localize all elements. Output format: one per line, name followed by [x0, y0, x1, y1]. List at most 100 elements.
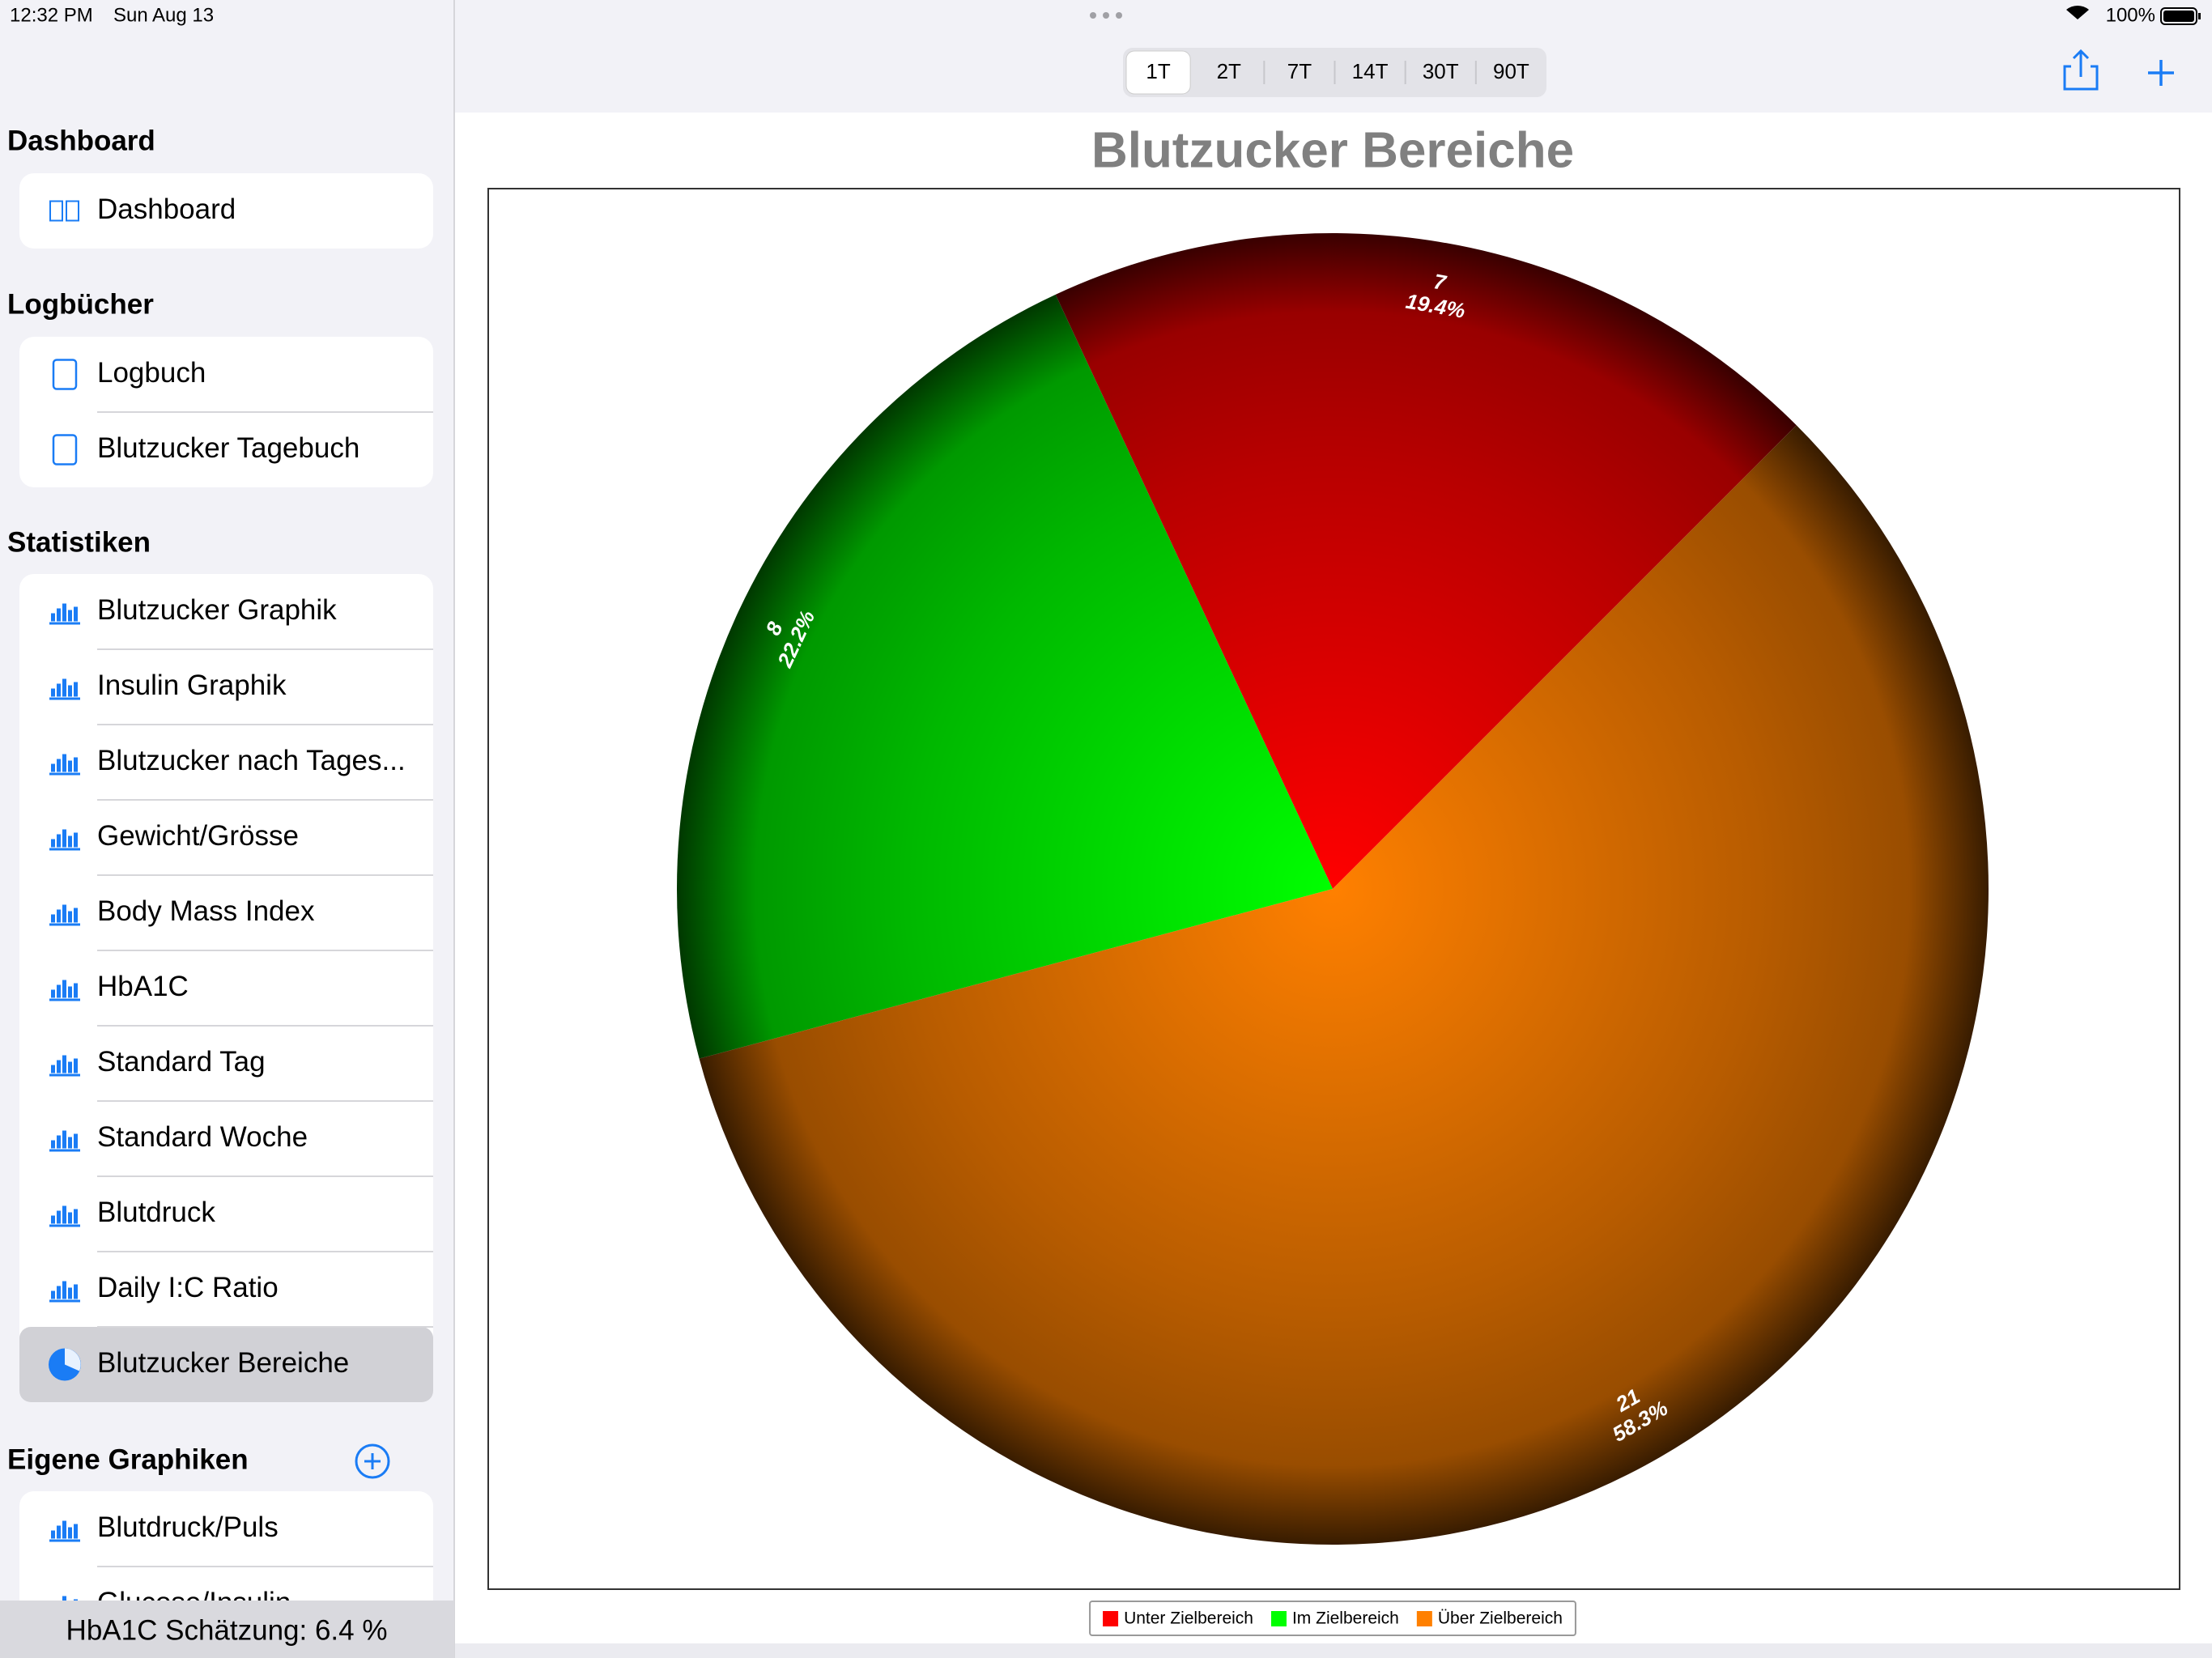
sidebar-item[interactable]: Daily I:C Ratio: [97, 1272, 279, 1303]
icon-part: [51, 914, 55, 923]
icon-part: [68, 610, 72, 622]
icon-part: [74, 983, 78, 998]
icon-part: [68, 986, 72, 998]
icon-part: [62, 1520, 66, 1539]
icon-part: [57, 984, 61, 998]
icon-part: [49, 923, 80, 926]
icon-part: [74, 832, 78, 848]
icon-part: [68, 760, 72, 772]
icon-part: [68, 1527, 72, 1539]
section-header: Logbücher: [7, 288, 154, 320]
icon-part: [57, 1135, 61, 1149]
legend-swatch: [1103, 1611, 1119, 1626]
add-button[interactable]: [2148, 60, 2174, 86]
item-icon: [49, 980, 80, 1001]
pie-slice: [699, 425, 1989, 1545]
segment[interactable]: 90T: [1493, 59, 1529, 83]
sidebar-item[interactable]: Gewicht/Grösse: [97, 820, 299, 852]
item-icon: [49, 1205, 80, 1227]
segment[interactable]: 2T: [1217, 59, 1241, 83]
segment[interactable]: 7T: [1287, 59, 1312, 83]
section-card: [19, 173, 433, 249]
icon-part: [51, 1140, 55, 1149]
item-icon: [49, 1130, 80, 1152]
item-icon: [52, 434, 78, 466]
icon-part: [74, 606, 78, 622]
icon-part: [52, 434, 78, 466]
icon-part: [62, 1130, 66, 1149]
icon-part: [51, 613, 55, 622]
icon-part: [68, 835, 72, 848]
icon-part: [51, 1215, 55, 1224]
segment[interactable]: 1T: [1146, 59, 1170, 83]
legend-swatch: [1270, 1611, 1287, 1626]
icon-part: [52, 359, 78, 390]
icon-part: [49, 1299, 80, 1303]
icon-part: [364, 1453, 381, 1469]
icon-part: [57, 759, 61, 772]
icon-part: [68, 911, 72, 923]
section-header: Dashboard: [7, 125, 155, 156]
item-icon: [49, 1281, 80, 1303]
sidebar-item[interactable]: Blutdruck/Puls: [97, 1511, 279, 1543]
icon-part: [68, 685, 72, 697]
sidebar-item[interactable]: Dashboard: [97, 193, 236, 225]
icon-part: [49, 772, 80, 776]
icon-part: [68, 1061, 72, 1073]
icon-part: [49, 1224, 80, 1227]
item-icon: [49, 1348, 81, 1381]
icon-part: [62, 980, 66, 998]
icon-part: [57, 1210, 61, 1224]
icon-part: [57, 1286, 61, 1299]
pie-slice: [677, 294, 1333, 1059]
sidebar-item[interactable]: Body Mass Index: [97, 895, 315, 927]
sidebar-item[interactable]: Blutzucker nach Tages...: [97, 745, 406, 776]
segment[interactable]: 14T: [1352, 59, 1389, 83]
legend-swatch: [1416, 1611, 1432, 1626]
icon-part: [68, 1287, 72, 1299]
item-icon: [49, 754, 80, 776]
sidebar-item[interactable]: Insulin Graphik: [97, 670, 287, 701]
icon-part: [49, 622, 80, 625]
chart-title: Blutzucker Bereiche: [1091, 122, 1574, 178]
icon-part: [74, 1524, 78, 1539]
footer-bg: [0, 1601, 454, 1658]
sidebar-item[interactable]: Logbuch: [97, 357, 206, 389]
sidebar-item[interactable]: HbA1C: [97, 971, 189, 1002]
legend-label: Über Zielbereich: [1438, 1609, 1563, 1628]
add-graph-button[interactable]: [355, 1443, 390, 1479]
sidebar-item[interactable]: Blutzucker Graphik: [97, 594, 337, 626]
icon-part: [57, 834, 61, 848]
item-icon: [49, 678, 80, 700]
legend-label: Unter Zielbereich: [1124, 1609, 1253, 1628]
icon-part: [62, 904, 66, 923]
segment[interactable]: 30T: [1423, 59, 1459, 83]
icon-part: [57, 1525, 61, 1539]
icon-part: [57, 608, 61, 622]
icon-part: [74, 908, 78, 923]
icon-part: [355, 1443, 390, 1479]
footer-text: HbA1C Schätzung: 6.4 %: [66, 1614, 388, 1646]
icon-part: [51, 1290, 55, 1299]
icon-part: [57, 683, 61, 697]
status-icons: [2066, 5, 2201, 25]
icon-part: [62, 603, 66, 622]
sidebar-item[interactable]: Blutzucker Bereiche: [97, 1347, 349, 1379]
sidebar-item[interactable]: Blutdruck: [97, 1197, 215, 1228]
section-header: Eigene Graphiken: [7, 1443, 249, 1475]
icon-part: [62, 1205, 66, 1224]
item-icon: [49, 603, 80, 625]
sidebar-item[interactable]: Standard Woche: [97, 1121, 308, 1153]
icon-part: [74, 1209, 78, 1224]
sidebar-item[interactable]: Blutzucker Tagebuch: [97, 432, 359, 464]
sidebar-item[interactable]: Standard Tag: [97, 1046, 266, 1078]
icon-part: [49, 1073, 80, 1077]
share-button[interactable]: [2063, 49, 2099, 91]
icon-part: [74, 1058, 78, 1073]
icon-part: [57, 1060, 61, 1073]
icon-part: [49, 1149, 80, 1152]
bottom-strip: [454, 1643, 2212, 1658]
icon-part: [66, 200, 79, 222]
